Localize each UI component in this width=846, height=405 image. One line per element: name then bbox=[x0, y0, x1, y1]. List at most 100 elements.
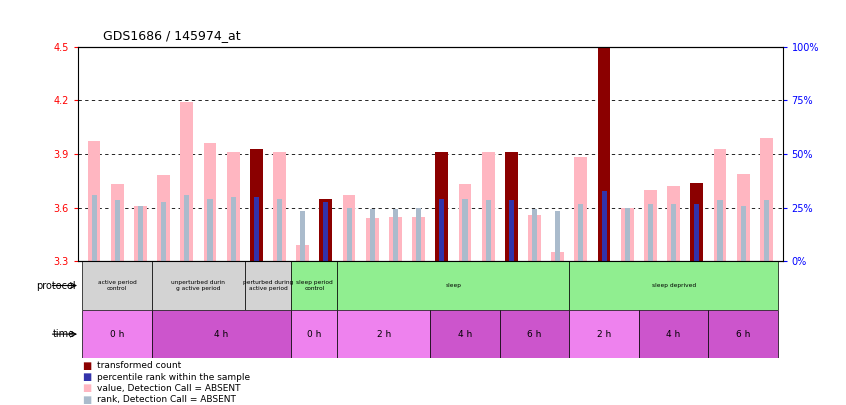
Bar bbox=[621, 207, 634, 261]
Bar bbox=[602, 192, 607, 261]
Bar bbox=[91, 195, 96, 261]
Bar bbox=[152, 261, 244, 310]
Bar bbox=[180, 102, 193, 261]
Text: rank, Detection Call = ABSENT: rank, Detection Call = ABSENT bbox=[97, 395, 236, 404]
Bar bbox=[207, 198, 212, 261]
Text: time: time bbox=[53, 329, 75, 339]
Bar bbox=[204, 143, 217, 261]
Bar bbox=[134, 206, 147, 261]
Text: protocol: protocol bbox=[36, 281, 75, 290]
Bar bbox=[389, 217, 402, 261]
Bar bbox=[569, 310, 639, 358]
Bar bbox=[291, 261, 338, 310]
Bar bbox=[347, 207, 352, 261]
Text: sleep period
control: sleep period control bbox=[296, 280, 332, 291]
Bar bbox=[713, 149, 727, 261]
Text: sleep deprived: sleep deprived bbox=[651, 283, 695, 288]
Text: ■: ■ bbox=[82, 384, 91, 393]
Text: percentile rank within the sample: percentile rank within the sample bbox=[97, 373, 250, 382]
Bar bbox=[597, 48, 611, 261]
Bar bbox=[667, 186, 680, 261]
Bar bbox=[82, 310, 152, 358]
Text: 0 h: 0 h bbox=[110, 330, 124, 339]
Bar bbox=[463, 198, 468, 261]
Bar bbox=[760, 138, 772, 261]
Text: transformed count: transformed count bbox=[97, 361, 182, 370]
Text: sleep: sleep bbox=[445, 283, 461, 288]
Bar bbox=[343, 195, 355, 261]
Text: unperturbed durin
g active period: unperturbed durin g active period bbox=[172, 280, 225, 291]
Bar bbox=[254, 197, 259, 261]
Bar bbox=[111, 184, 124, 261]
Bar bbox=[273, 152, 286, 261]
Bar bbox=[152, 310, 291, 358]
Bar bbox=[338, 310, 430, 358]
Bar bbox=[740, 206, 745, 261]
Bar bbox=[528, 215, 541, 261]
Bar bbox=[481, 152, 495, 261]
Bar bbox=[338, 261, 569, 310]
Bar bbox=[555, 211, 560, 261]
Bar bbox=[412, 217, 425, 261]
Bar bbox=[579, 204, 584, 261]
Bar bbox=[320, 198, 332, 261]
Bar bbox=[115, 200, 120, 261]
Bar bbox=[300, 211, 305, 261]
Bar bbox=[227, 152, 239, 261]
Bar bbox=[708, 310, 778, 358]
Bar bbox=[639, 310, 708, 358]
Text: ■: ■ bbox=[82, 395, 91, 405]
Text: 4 h: 4 h bbox=[667, 330, 681, 339]
Bar bbox=[296, 245, 309, 261]
Bar bbox=[244, 261, 291, 310]
Bar bbox=[436, 152, 448, 261]
Bar bbox=[505, 152, 518, 261]
Text: perturbed during
active period: perturbed during active period bbox=[243, 280, 293, 291]
Bar bbox=[764, 200, 769, 261]
Bar bbox=[365, 218, 379, 261]
Bar bbox=[508, 200, 514, 261]
Bar bbox=[370, 209, 375, 261]
Bar bbox=[500, 310, 569, 358]
Bar bbox=[323, 202, 328, 261]
Bar bbox=[690, 183, 703, 261]
Bar bbox=[88, 141, 101, 261]
Text: value, Detection Call = ABSENT: value, Detection Call = ABSENT bbox=[97, 384, 241, 393]
Bar bbox=[459, 184, 471, 261]
Bar bbox=[277, 198, 282, 261]
Bar bbox=[430, 310, 500, 358]
Bar bbox=[717, 200, 722, 261]
Text: 6 h: 6 h bbox=[527, 330, 541, 339]
Bar bbox=[439, 198, 444, 261]
Bar bbox=[486, 200, 491, 261]
Bar bbox=[569, 261, 778, 310]
Bar bbox=[671, 204, 676, 261]
Bar bbox=[416, 207, 421, 261]
Text: ■: ■ bbox=[82, 372, 91, 382]
Text: 6 h: 6 h bbox=[736, 330, 750, 339]
Bar bbox=[737, 174, 750, 261]
Text: GDS1686 / 145974_at: GDS1686 / 145974_at bbox=[103, 30, 241, 43]
Bar bbox=[231, 197, 236, 261]
Bar bbox=[393, 209, 398, 261]
Bar bbox=[624, 207, 629, 261]
Bar bbox=[648, 204, 653, 261]
Bar bbox=[574, 158, 587, 261]
Bar bbox=[552, 252, 564, 261]
Bar bbox=[184, 195, 190, 261]
Bar bbox=[82, 261, 152, 310]
Bar bbox=[695, 204, 700, 261]
Text: 4 h: 4 h bbox=[458, 330, 472, 339]
Bar bbox=[250, 149, 263, 261]
Bar bbox=[161, 202, 166, 261]
Text: ■: ■ bbox=[82, 361, 91, 371]
Text: 4 h: 4 h bbox=[214, 330, 228, 339]
Text: 0 h: 0 h bbox=[307, 330, 321, 339]
Bar bbox=[138, 206, 143, 261]
Text: active period
control: active period control bbox=[98, 280, 136, 291]
Text: 2 h: 2 h bbox=[376, 330, 391, 339]
Bar bbox=[291, 310, 338, 358]
Bar bbox=[644, 190, 656, 261]
Text: 2 h: 2 h bbox=[597, 330, 611, 339]
Bar bbox=[532, 209, 537, 261]
